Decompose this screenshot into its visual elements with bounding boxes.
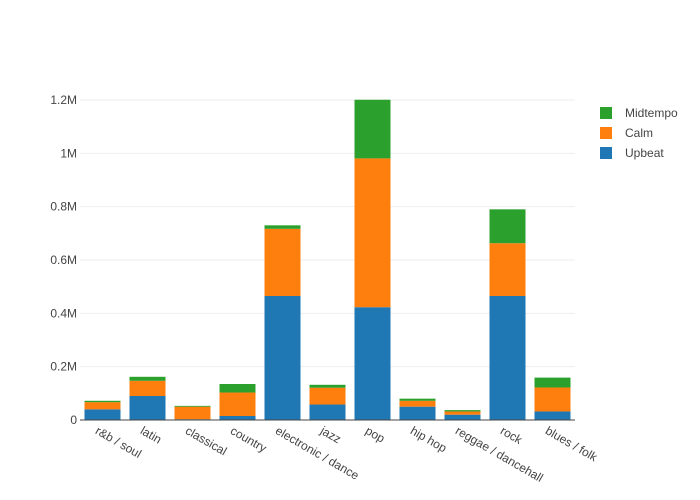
bar-calm-8[interactable]	[444, 411, 481, 415]
bar-calm-7[interactable]	[399, 400, 436, 407]
bar-midtempo-8[interactable]	[444, 410, 481, 412]
y-tick-label: 0.6M	[50, 253, 77, 267]
legend-label: Midtempo	[625, 106, 678, 120]
bar-calm-4[interactable]	[264, 228, 301, 296]
bar-upbeat-10[interactable]	[534, 411, 571, 420]
x-tick-label: classical	[183, 423, 229, 458]
bar-midtempo-1[interactable]	[129, 376, 166, 381]
legend-item-upbeat[interactable]: Upbeat	[600, 146, 664, 160]
x-tick-label: country	[228, 423, 269, 455]
legend-item-midtempo[interactable]: Midtempo	[600, 106, 678, 120]
x-tick-label: electronic / dance	[273, 423, 362, 482]
legend-label: Calm	[625, 126, 653, 140]
bar-calm-2[interactable]	[174, 406, 211, 420]
x-tick-label: rock	[498, 423, 525, 447]
bar-calm-5[interactable]	[309, 387, 346, 405]
bar-calm-6[interactable]	[354, 158, 391, 308]
x-tick-label: pop	[363, 423, 388, 445]
bar-midtempo-7[interactable]	[399, 398, 436, 401]
y-tick-label: 0	[70, 413, 77, 427]
legend-swatch	[600, 127, 612, 139]
bar-upbeat-4[interactable]	[264, 296, 301, 420]
y-tick-label: 0.8M	[50, 200, 77, 214]
bar-upbeat-6[interactable]	[354, 307, 391, 420]
bar-upbeat-8[interactable]	[444, 414, 481, 420]
bar-midtempo-6[interactable]	[354, 99, 391, 159]
bar-midtempo-4[interactable]	[264, 225, 301, 229]
bar-upbeat-7[interactable]	[399, 406, 436, 420]
legend-swatch	[600, 107, 612, 119]
bar-upbeat-5[interactable]	[309, 404, 346, 420]
bar-midtempo-3[interactable]	[219, 384, 256, 393]
bar-calm-3[interactable]	[219, 392, 256, 416]
x-tick-label: blues / folk	[543, 423, 601, 464]
y-tick-label: 0.2M	[50, 360, 77, 374]
x-tick-label: r&b / soul	[93, 423, 144, 460]
y-tick-label: 0.4M	[50, 306, 77, 320]
y-tick-label: 1M	[60, 146, 77, 160]
legend-item-calm[interactable]: Calm	[600, 126, 653, 140]
x-tick-label: jazz	[317, 423, 343, 446]
legend-swatch	[600, 147, 612, 159]
bars	[84, 99, 571, 420]
bar-midtempo-2[interactable]	[174, 405, 211, 407]
bar-calm-1[interactable]	[129, 380, 166, 396]
bar-calm-10[interactable]	[534, 387, 571, 412]
y-tick-label: 1.2M	[50, 93, 77, 107]
bar-midtempo-5[interactable]	[309, 384, 346, 388]
bar-calm-0[interactable]	[84, 402, 121, 410]
legend-label: Upbeat	[625, 146, 664, 160]
bar-midtempo-10[interactable]	[534, 377, 571, 388]
x-tick-label: hip hop	[408, 423, 449, 455]
bar-midtempo-9[interactable]	[489, 209, 526, 244]
bar-upbeat-3[interactable]	[219, 416, 256, 420]
bar-upbeat-1[interactable]	[129, 396, 166, 420]
x-tick-label: latin	[138, 423, 164, 446]
bar-upbeat-0[interactable]	[84, 409, 121, 420]
bar-upbeat-9[interactable]	[489, 296, 526, 420]
bar-midtempo-0[interactable]	[84, 400, 121, 403]
legend[interactable]: Midtempo Calm Upbeat	[600, 106, 678, 160]
bar-calm-9[interactable]	[489, 243, 526, 296]
